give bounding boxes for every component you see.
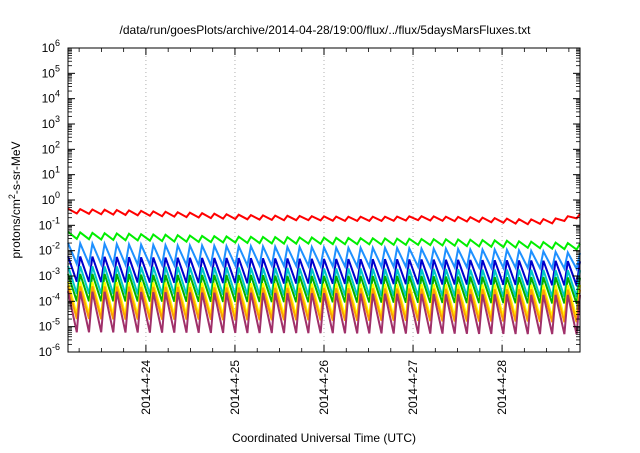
x-tick-layer: 2014-4-24 2014-4-25 2014-4-26 2014-4-27 2014…	[78, 48, 570, 415]
series-line-8	[67, 285, 581, 323]
series-layer	[67, 207, 581, 335]
series-line-3	[67, 239, 581, 272]
y-tick-label: 101	[42, 165, 60, 182]
chart-title: /data/run/goesPlots/archive/2014-04-28/1…	[120, 23, 532, 37]
y-tick-label: 10-4	[39, 291, 60, 308]
x-tick-label: 2014-4-28	[495, 360, 509, 415]
y-tick-label: 100	[42, 190, 60, 207]
series-line-4	[67, 255, 581, 286]
x-axis-label: Coordinated Universal Time (UTC)	[232, 431, 416, 445]
y-axis-label: protons/cm2-s-sr-MeV	[7, 141, 23, 258]
y-tick-label: 102	[42, 139, 60, 156]
series-line-7	[67, 281, 581, 318]
series-line-1	[67, 207, 581, 226]
x-tick-label: 2014-4-27	[406, 360, 420, 415]
y-tick-label: 104	[42, 89, 60, 106]
y-tick-label: 105	[42, 63, 60, 80]
y-tick-label: 10-5	[39, 317, 60, 334]
x-tick-label: 2014-4-25	[228, 360, 242, 415]
series-line-6	[67, 273, 581, 304]
x-tick-label: 2014-4-26	[317, 360, 331, 415]
y-tick-layer: 10-6 10-5 10-4 10-3 10-2 10-1 100 101 102 103 104 1…	[39, 38, 580, 359]
y-tick-label: 10-2	[39, 241, 60, 258]
series-line-9	[67, 291, 581, 335]
series-line-5	[67, 265, 581, 298]
y-tick-label: 103	[42, 114, 60, 131]
y-tick-label: 10-1	[39, 215, 60, 232]
y-tick-label: 106	[42, 38, 60, 55]
grid-layer	[145, 48, 503, 352]
y-tick-label: 10-6	[39, 342, 60, 359]
y-tick-label: 10-3	[39, 266, 60, 283]
x-tick-label: 2014-4-24	[139, 360, 153, 415]
series-line-2	[67, 230, 581, 251]
